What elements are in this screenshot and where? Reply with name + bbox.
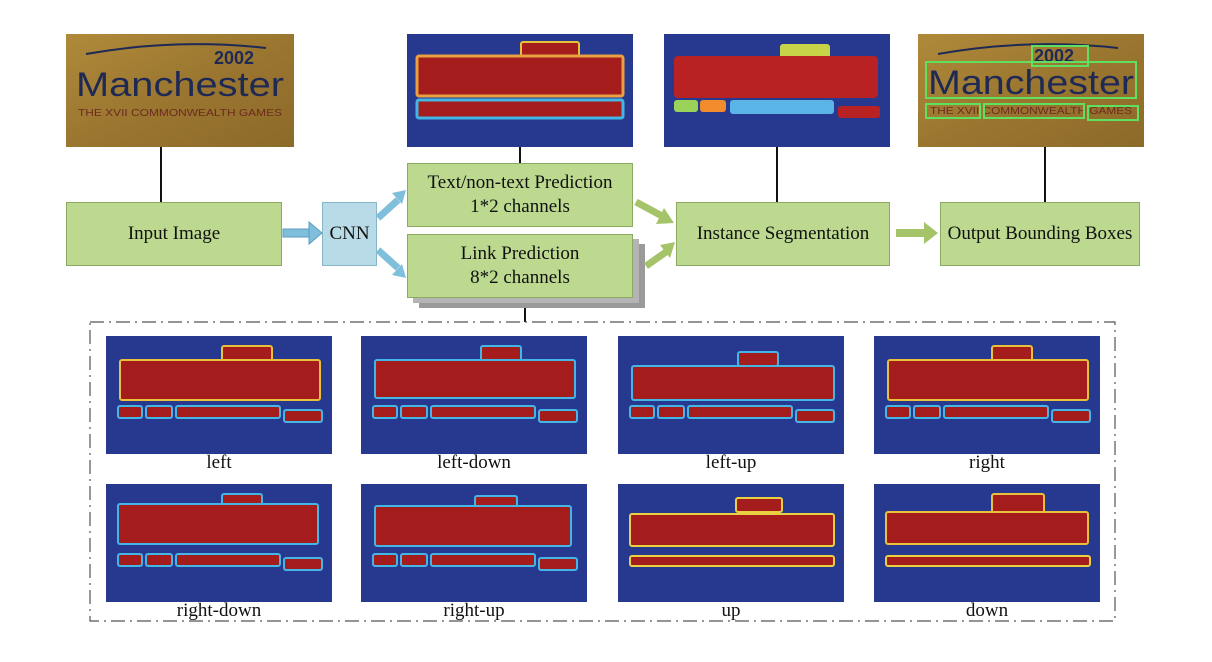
cnn-label: CNN <box>329 223 370 244</box>
instance-segmentation-label: Instance Segmentation <box>696 223 870 244</box>
connector-text-pred <box>519 147 521 163</box>
arrow-text-to-instance <box>634 198 674 224</box>
arrow-instance-to-output <box>896 222 938 244</box>
link-heatmap-right-down <box>106 484 332 602</box>
link-heatmap-right <box>874 336 1100 454</box>
link-prediction-channels: 8*2 channels <box>470 267 570 288</box>
link-prediction-title: Link Prediction <box>460 243 580 264</box>
input-image-label: Input Image <box>127 223 221 244</box>
instance-segmentation-box: Instance Segmentation <box>676 202 890 266</box>
cnn-box: CNN <box>322 202 377 266</box>
output-bounding-boxes-label: Output Bounding Boxes <box>947 223 1133 244</box>
text-prediction-title: Text/non-text Prediction <box>427 172 613 193</box>
link-caption-right-up: right-up <box>443 600 505 621</box>
link-caption-right: right <box>969 452 1005 473</box>
link-heatmap-down <box>874 484 1100 602</box>
link-caption-up: up <box>721 600 741 621</box>
text-prediction-box: Text/non-text Prediction 1*2 channels <box>407 163 633 227</box>
arrow-cnn-to-link-pred <box>375 247 406 278</box>
link-heatmap-right-up <box>361 484 587 602</box>
text-prediction-heatmap <box>407 34 633 147</box>
connector-output <box>1044 147 1046 202</box>
connector-instance <box>776 147 778 202</box>
link-caption-right-down: right-down <box>176 600 262 621</box>
link-caption-left: left <box>206 452 232 473</box>
arrow-input-to-cnn <box>282 220 323 246</box>
input-photo: 2002 Manchester THE XVII COMMONWEALTH GA… <box>66 34 294 147</box>
output-sign-city: Manchester <box>928 64 1134 102</box>
arrow-link-to-instance <box>643 242 675 269</box>
input-image-box: Input Image <box>66 202 282 266</box>
link-caption-down: down <box>965 600 1009 621</box>
link-heatmap-left-up <box>618 336 844 454</box>
output-bounding-boxes-box: Output Bounding Boxes <box>940 202 1140 266</box>
text-prediction-channels: 1*2 channels <box>470 196 570 217</box>
output-sign-subtitle: THE XVII COMMONWEALTH GAMES <box>930 106 1132 117</box>
instance-segmentation-map <box>664 34 890 147</box>
sign-year: 2002 <box>214 48 254 68</box>
connector-input <box>160 147 162 203</box>
arrow-cnn-to-text-pred <box>375 190 406 221</box>
sign-city: Manchester <box>76 66 284 104</box>
sign-subtitle: THE XVII COMMONWEALTH GAMES <box>78 108 282 119</box>
link-heatmap-up <box>618 484 844 602</box>
link-heatmap-left-down <box>361 336 587 454</box>
link-caption-left-down: left-down <box>437 452 511 473</box>
link-maps-frame <box>89 321 1116 622</box>
link-prediction-box: Link Prediction 8*2 channels <box>407 234 633 298</box>
connector-link-pred <box>524 298 526 322</box>
output-photo: 2002 Manchester THE XVII COMMONWEALTH GA… <box>918 34 1144 147</box>
link-heatmap-left <box>106 336 332 454</box>
link-caption-left-up: left-up <box>705 452 757 473</box>
